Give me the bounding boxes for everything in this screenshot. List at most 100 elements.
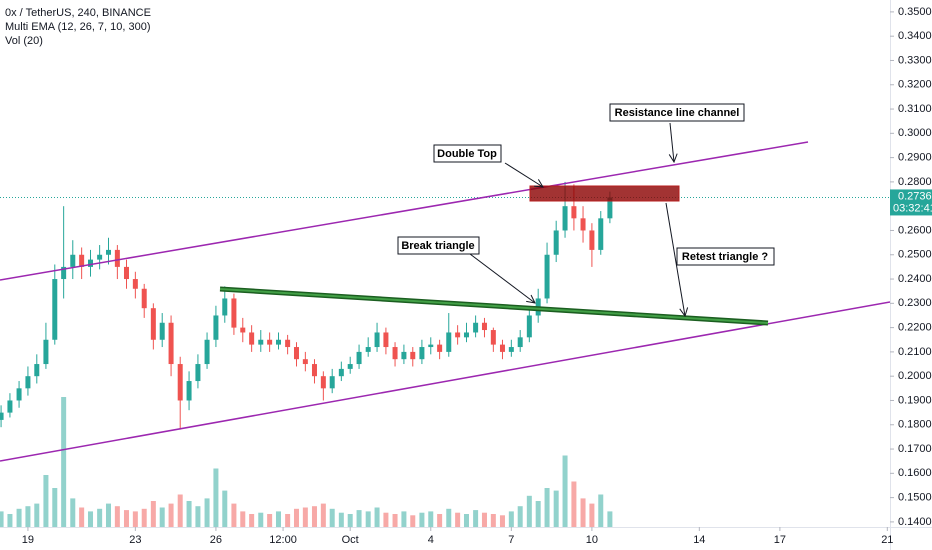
candle-body xyxy=(473,322,479,333)
candle-body xyxy=(401,351,407,360)
candle-body xyxy=(70,254,76,267)
note-box xyxy=(609,103,745,122)
volume-bar xyxy=(213,468,219,527)
candle-body xyxy=(580,218,586,231)
x-tick-label: 10 xyxy=(586,534,598,546)
y-tick-label: 0.3100 xyxy=(898,103,932,115)
candle-body xyxy=(132,279,138,289)
volume-bar xyxy=(159,507,165,527)
volume-bar xyxy=(204,498,210,527)
candle-body xyxy=(383,332,389,348)
arrow xyxy=(469,253,535,303)
x-tick-label: 17 xyxy=(774,534,786,546)
candle-body xyxy=(213,315,219,340)
resistance-line xyxy=(0,141,809,281)
volume-bar xyxy=(553,490,559,527)
volume-bar xyxy=(365,511,371,527)
y-tick-label: 0.1500 xyxy=(898,492,932,504)
candle-body xyxy=(258,339,264,345)
candle-body xyxy=(392,347,398,360)
volume-bar xyxy=(267,514,273,527)
volume-bar xyxy=(43,475,49,527)
y-tick-label: 0.2900 xyxy=(898,152,932,164)
candle-body xyxy=(267,339,273,345)
volume-bar xyxy=(150,501,156,527)
candle-body xyxy=(7,400,13,413)
double-top-zone xyxy=(529,185,680,202)
candle-body xyxy=(141,288,147,309)
note-box xyxy=(397,236,480,255)
volume-bar xyxy=(240,511,246,527)
candle-body xyxy=(285,339,291,348)
volume-bar xyxy=(473,510,479,527)
volume-bar xyxy=(329,508,335,527)
candle-body xyxy=(374,332,380,348)
candle-body xyxy=(88,259,94,267)
volume-bar xyxy=(481,512,487,527)
volume-bar xyxy=(571,481,577,527)
candle-body xyxy=(526,315,532,338)
candle-body xyxy=(356,351,362,365)
last-price-label: 0.2736 xyxy=(898,190,932,202)
candle-body xyxy=(463,332,469,338)
candle-body xyxy=(571,206,577,219)
volume-bar xyxy=(186,501,192,527)
volume-bar xyxy=(428,511,434,527)
candle-body xyxy=(607,197,613,219)
y-tick-label: 0.1400 xyxy=(898,516,932,528)
volume-bar xyxy=(302,507,308,527)
y-tick-label: 0.1900 xyxy=(898,394,932,406)
y-tick-label: 0.2400 xyxy=(898,273,932,285)
candle-body xyxy=(249,332,255,345)
axes: 0.1400 0.1500 0.1600 0.1700 0.1800 0.1900 0.20… xyxy=(22,6,932,546)
candle-body xyxy=(52,279,58,340)
candle-body xyxy=(195,364,201,382)
volume-bar xyxy=(34,503,40,527)
indicator-label: Vol (20) xyxy=(5,35,43,47)
candle-body xyxy=(562,206,568,231)
volume-bar xyxy=(16,508,22,527)
y-tick-label: 0.1700 xyxy=(898,443,932,455)
candle-body xyxy=(186,381,192,401)
volume-bar xyxy=(52,488,58,527)
plot-area xyxy=(0,181,890,527)
x-tick-label: 23 xyxy=(129,534,141,546)
volume-bar xyxy=(141,508,147,527)
volume-bar xyxy=(231,503,237,527)
candle-body xyxy=(204,339,210,365)
candle-body xyxy=(79,254,85,267)
volume-bar xyxy=(410,515,416,527)
volume-bar xyxy=(293,508,299,527)
candle-body xyxy=(302,359,308,365)
y-tick-label: 0.3200 xyxy=(898,79,932,91)
y-tick-label: 0.1600 xyxy=(898,467,932,479)
volume-bar xyxy=(0,511,4,527)
volume-bar xyxy=(61,397,67,527)
candle-body xyxy=(589,230,595,250)
candle-body xyxy=(34,364,40,377)
candle-body xyxy=(16,388,22,401)
volume-bar xyxy=(275,511,281,527)
volume-bar xyxy=(70,498,76,527)
volume-bar xyxy=(222,490,228,527)
note: Retest triangle ? xyxy=(682,251,768,263)
arrow xyxy=(670,122,674,162)
x-tick-label: 12:00 xyxy=(269,534,297,546)
volume-bar xyxy=(446,508,452,527)
volume-bar xyxy=(580,498,586,527)
volume-bar xyxy=(258,512,264,527)
y-tick-label: 0.2600 xyxy=(898,224,932,236)
volume-bar xyxy=(356,510,362,527)
candle-body xyxy=(275,339,281,345)
candle-body xyxy=(293,347,299,360)
x-tick-label: 21 xyxy=(881,534,893,546)
volume-bar xyxy=(311,506,317,527)
y-tick-label: 0.2300 xyxy=(898,297,932,309)
candle-body xyxy=(168,322,174,365)
candle-body xyxy=(61,266,67,280)
volume-bar xyxy=(508,511,514,527)
candle-body xyxy=(508,347,514,352)
candle-body xyxy=(517,337,523,348)
candle-body xyxy=(43,339,49,365)
